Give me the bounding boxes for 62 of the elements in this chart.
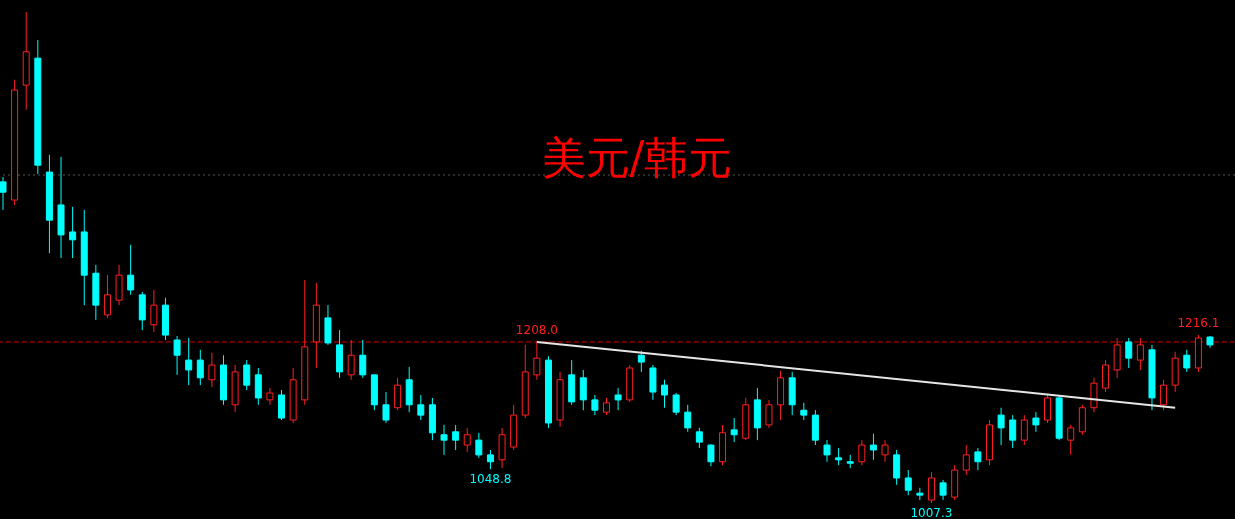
candlestick xyxy=(359,339,367,379)
candlestick xyxy=(893,449,901,486)
candlestick xyxy=(127,244,135,296)
annotation: 1208.0 xyxy=(515,322,558,337)
candlestick xyxy=(1183,349,1191,373)
candlestick xyxy=(185,337,193,386)
candlestick xyxy=(463,427,471,453)
candlestick xyxy=(173,335,181,376)
candlestick xyxy=(591,394,599,416)
candlestick xyxy=(881,439,889,463)
candlestick xyxy=(1009,414,1017,449)
candlestick xyxy=(278,389,286,421)
candlestick xyxy=(1160,379,1168,411)
candlestick xyxy=(765,399,773,429)
candlestick xyxy=(614,387,622,411)
candlestick xyxy=(486,449,494,470)
text: 美元/韩元 xyxy=(541,132,733,183)
candlestick xyxy=(730,417,738,443)
candlestick xyxy=(939,479,947,501)
candlestick xyxy=(707,443,715,467)
candlestick xyxy=(254,367,262,406)
candlestick xyxy=(1125,337,1133,369)
candlestick xyxy=(869,433,877,461)
candlestick xyxy=(1136,337,1144,371)
candlestick xyxy=(69,206,77,259)
candlestick xyxy=(0,176,7,211)
candlestick xyxy=(684,404,692,433)
annotation: 1048.8 xyxy=(469,472,512,487)
annotation: 1007.3 xyxy=(910,506,953,519)
candlestick xyxy=(823,439,831,463)
candlestick xyxy=(394,377,402,411)
candlestick xyxy=(904,469,912,496)
candlestick xyxy=(672,392,680,416)
candlestick xyxy=(1102,359,1110,393)
candlestick xyxy=(382,391,390,424)
candlestick xyxy=(243,359,251,391)
candlestick xyxy=(1032,411,1040,433)
candlestick xyxy=(1067,424,1075,456)
candlestick xyxy=(637,350,645,373)
candlestick xyxy=(533,341,541,381)
candlestick xyxy=(208,352,216,388)
candlestick xyxy=(695,427,703,449)
candlestick xyxy=(1020,414,1028,446)
candlestick xyxy=(452,424,460,451)
candlestick xyxy=(927,471,935,504)
candlestick xyxy=(916,487,924,501)
candlestick xyxy=(440,424,448,456)
candlestick xyxy=(661,379,669,409)
candlestick xyxy=(1044,394,1052,424)
candlestick xyxy=(579,369,587,411)
candlestick xyxy=(997,407,1005,446)
candlestick xyxy=(150,289,158,333)
candlestick xyxy=(347,339,355,381)
candlestick xyxy=(103,274,111,319)
candlestick xyxy=(475,432,483,459)
candlestick xyxy=(417,394,425,421)
candlestick xyxy=(858,439,866,466)
candlestick xyxy=(962,444,970,476)
candlestick xyxy=(266,387,274,406)
candlestick xyxy=(196,349,204,386)
candlestick xyxy=(974,447,982,471)
annotation: 1216.1 xyxy=(1177,316,1220,331)
